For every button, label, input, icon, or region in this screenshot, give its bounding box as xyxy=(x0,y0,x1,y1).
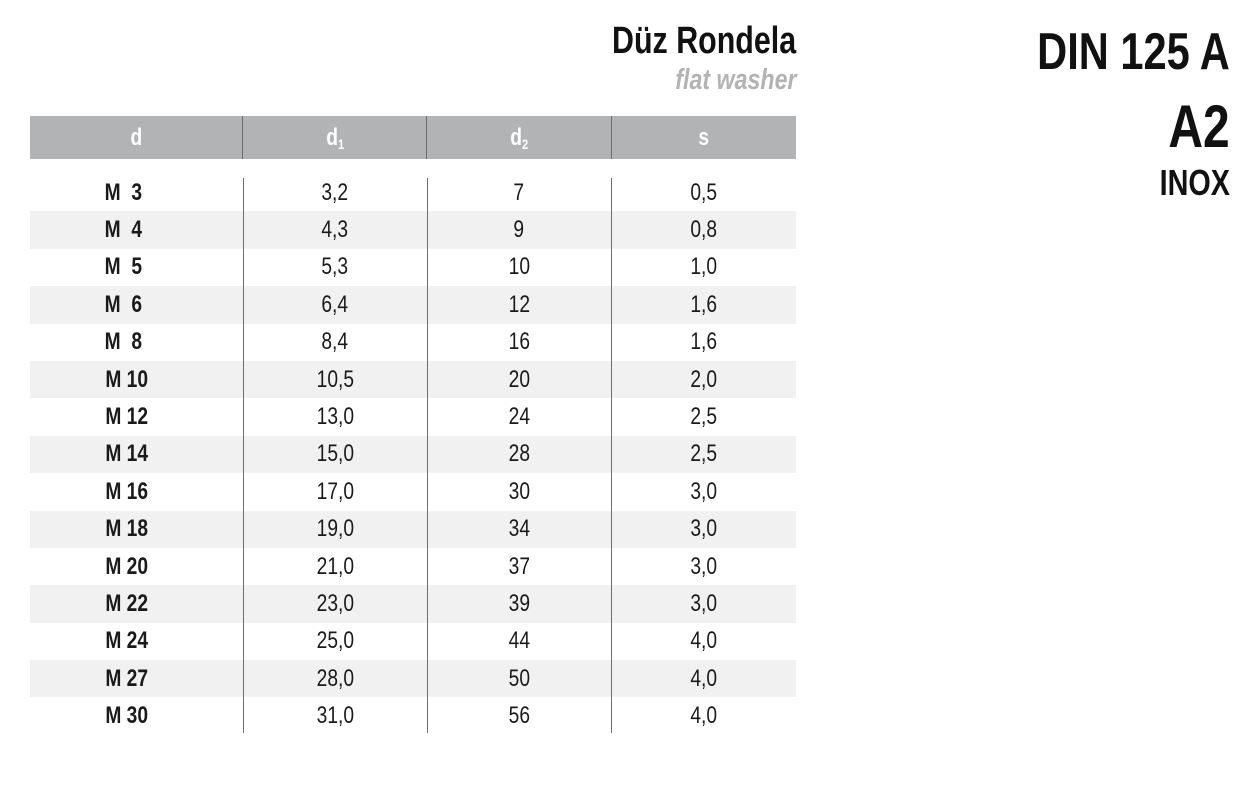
table-cell: 28 xyxy=(508,440,530,468)
column-header-3: s xyxy=(610,116,796,159)
column-divider xyxy=(243,178,244,733)
table-cell: 12 xyxy=(508,290,530,318)
table-cell: M 24 xyxy=(105,627,149,655)
table-cell: 10,5 xyxy=(316,365,354,393)
standard-code: DIN 125 A xyxy=(1037,23,1230,81)
table-cell: 19,0 xyxy=(316,515,354,543)
table-cell: 20 xyxy=(508,365,530,393)
table-row: M 27 28,0 50 4,0 xyxy=(30,660,796,698)
table-cell: M 3 xyxy=(104,178,143,206)
table-cell: 2,5 xyxy=(690,440,717,468)
table-cell: 15,0 xyxy=(316,440,354,468)
table-cell: 13,0 xyxy=(316,403,354,431)
table-cell: 31,0 xyxy=(316,702,354,730)
table-cell: 4,0 xyxy=(690,664,717,692)
table-cell: M 22 xyxy=(105,589,149,617)
table-cell: 1,6 xyxy=(690,328,717,356)
table-row: M 24 25,0 44 4,0 xyxy=(30,623,796,660)
material-name: INOX xyxy=(1159,162,1230,203)
table-cell: 9 xyxy=(513,216,525,244)
table-row: M 6 6,4 12 1,6 xyxy=(30,286,796,324)
table-cell: M 4 xyxy=(104,216,143,244)
table-cell: M 30 xyxy=(105,702,149,730)
column-header-1: d1 xyxy=(242,116,426,159)
table-cell: 34 xyxy=(508,515,530,543)
table-cell: 3,2 xyxy=(321,178,349,206)
table-cell: 3,0 xyxy=(690,515,717,543)
table-row: M 14 15,0 28 2,5 xyxy=(30,435,796,474)
table-cell: 2,0 xyxy=(690,365,717,393)
table-cell: M 12 xyxy=(105,403,149,431)
table-cell: 10 xyxy=(508,253,530,281)
table-cell: M 27 xyxy=(105,664,149,692)
column-divider xyxy=(427,178,428,733)
table-cell: 24 xyxy=(508,403,530,431)
table-cell: M 14 xyxy=(105,440,149,468)
table-row: M 16 17,0 30 3,0 xyxy=(30,473,796,510)
table-cell: 25,0 xyxy=(316,627,354,655)
table-cell: 21,0 xyxy=(316,552,354,580)
column-subscript: 1 xyxy=(337,135,344,152)
column-label: d xyxy=(325,123,338,151)
table-cell: 4,0 xyxy=(690,702,717,730)
table-row: M 10 10,5 20 2,0 xyxy=(30,360,796,399)
table-cell: 3,0 xyxy=(690,552,717,580)
table-cell: 1,0 xyxy=(690,253,717,281)
table-cell: 39 xyxy=(508,589,530,617)
column-header-2: d2 xyxy=(426,116,610,159)
table-body: M 3 3,2 7 0,5 M 4 4,3 9 0,8 M 5 5,3 10 1,0 M 6 6,4 12 1… xyxy=(30,174,796,735)
column-label: s xyxy=(698,123,710,151)
table-cell: 2,5 xyxy=(690,403,717,431)
column-label: d xyxy=(130,123,142,151)
table-cell: 8,4 xyxy=(321,328,349,356)
dimensions-table: d d1 d2 s M 3 3,2 7 0,5 M 4 4,3 9 0,8 M 5 5,3 10 1,0 M … xyxy=(30,116,796,735)
table-cell: 56 xyxy=(508,702,530,730)
material-grade: A2 xyxy=(1168,93,1230,160)
table-cell: M 8 xyxy=(104,328,143,356)
table-cell: 30 xyxy=(508,477,530,505)
table-cell: 50 xyxy=(508,664,530,692)
table-cell: 3,0 xyxy=(690,477,717,505)
column-header-0: d xyxy=(30,116,242,159)
table-cell: 6,4 xyxy=(321,290,349,318)
table-cell: 37 xyxy=(508,552,530,580)
table-row: M 20 21,0 37 3,0 xyxy=(30,548,796,585)
table-row: M 18 19,0 34 3,0 xyxy=(30,510,796,548)
table-cell: 5,3 xyxy=(321,253,349,281)
table-row: M 5 5,3 10 1,0 xyxy=(30,249,796,286)
table-row: M 12 13,0 24 2,5 xyxy=(30,398,796,435)
table-row: M 30 31,0 56 4,0 xyxy=(30,697,796,734)
table-cell: M 10 xyxy=(105,365,149,393)
table-cell: 28,0 xyxy=(316,664,354,692)
table-cell: 23,0 xyxy=(316,589,354,617)
table-cell: M 18 xyxy=(105,515,149,543)
table-cell: 16 xyxy=(508,328,530,356)
table-header: d d1 d2 s xyxy=(30,116,796,159)
product-subtitle: flat washer xyxy=(674,64,796,96)
column-subscript: 2 xyxy=(521,135,529,152)
column-divider xyxy=(611,178,612,733)
table-cell: 0,5 xyxy=(690,178,717,206)
table-cell: M 5 xyxy=(104,253,143,281)
table-row: M 22 23,0 39 3,0 xyxy=(30,585,796,623)
table-row: M 8 8,4 16 1,6 xyxy=(30,324,796,361)
table-row: M 4 4,3 9 0,8 xyxy=(30,211,796,249)
product-title: Düz Rondela xyxy=(611,20,796,62)
table-cell: 17,0 xyxy=(316,477,354,505)
table-cell: M 16 xyxy=(105,477,149,505)
table-cell: 4,0 xyxy=(690,627,717,655)
table-row: M 3 3,2 7 0,5 xyxy=(30,174,796,211)
table-cell: M 20 xyxy=(105,552,149,580)
table-cell: 0,8 xyxy=(690,216,717,244)
column-label: d xyxy=(510,123,522,151)
table-cell: 3,0 xyxy=(690,589,717,617)
table-cell: 1,6 xyxy=(690,290,717,318)
table-cell: 4,3 xyxy=(321,216,349,244)
table-cell: M 6 xyxy=(104,290,143,318)
table-cell: 7 xyxy=(513,178,525,206)
table-cell: 44 xyxy=(508,627,530,655)
